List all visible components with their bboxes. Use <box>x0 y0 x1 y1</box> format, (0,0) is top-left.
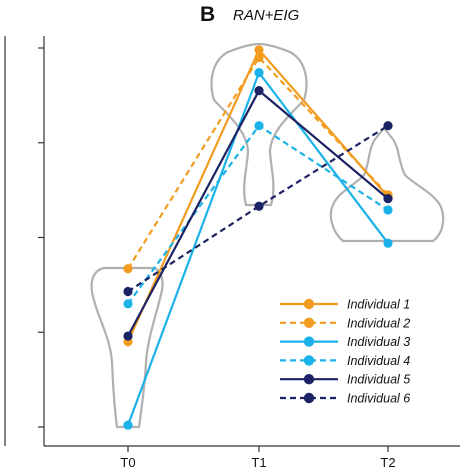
series-3 <box>123 68 393 430</box>
legend-label: Individual 4 <box>347 354 410 368</box>
data-point <box>123 286 133 297</box>
data-point <box>123 264 133 274</box>
legend-item-5: Individual 5 <box>280 373 410 387</box>
x-tick-label: T1 <box>251 455 266 470</box>
legend-label: Individual 1 <box>347 298 410 312</box>
legend-marker <box>303 298 315 310</box>
data-point <box>123 331 133 341</box>
series-4 <box>123 121 393 309</box>
series-layer <box>123 45 393 430</box>
data-point <box>383 205 393 215</box>
axes: T0 T1 T2 <box>38 36 460 470</box>
legend-marker <box>303 355 315 366</box>
series-5 <box>123 86 393 341</box>
data-point <box>254 45 264 55</box>
legend-label: Individual 6 <box>347 392 410 406</box>
data-point <box>123 420 133 430</box>
data-point <box>383 194 393 204</box>
data-point <box>123 299 133 309</box>
violins <box>90 42 445 429</box>
legend-item-2: Individual 2 <box>280 316 410 330</box>
series-line <box>127 55 389 270</box>
data-point <box>383 238 393 248</box>
data-point <box>254 201 264 211</box>
legend-item-6: Individual 6 <box>280 392 410 406</box>
data-point <box>254 86 264 96</box>
legend-label: Individual 3 <box>347 335 410 349</box>
legend-label: Individual 2 <box>347 316 410 330</box>
x-tick-label: T2 <box>380 455 395 470</box>
legend-marker <box>303 336 315 347</box>
legend-marker <box>303 374 315 385</box>
legend-marker <box>303 317 315 328</box>
legend-item-3: Individual 3 <box>280 335 410 349</box>
violin-t2 <box>329 126 445 243</box>
legend-item-1: Individual 1 <box>280 298 410 312</box>
chart-title: RAN+EIG <box>233 7 300 24</box>
data-point <box>254 121 264 131</box>
violin-t1 <box>210 42 308 207</box>
series-line <box>127 124 389 293</box>
x-tick-label: T0 <box>120 455 135 470</box>
series-6 <box>123 121 393 297</box>
data-point <box>254 52 264 63</box>
panel-letter: B <box>200 3 215 26</box>
legend: Individual 1 Individual 2 Individual 3 Indi… <box>280 298 410 406</box>
data-point <box>254 68 264 78</box>
legend-marker <box>303 392 315 404</box>
legend-label: Individual 5 <box>347 373 410 387</box>
legend-item-4: Individual 4 <box>280 354 410 368</box>
data-point <box>383 121 393 131</box>
